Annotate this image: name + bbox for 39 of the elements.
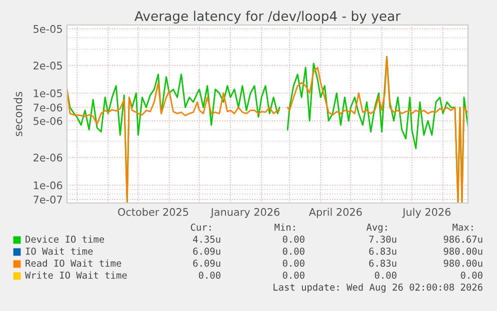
text: Avg: (366, 224, 387, 233)
text: 0.00 (374, 272, 396, 279)
y-tick-label: 2e-06 (34, 154, 62, 162)
text: 6.09u (193, 248, 220, 255)
text: 0.00 (282, 248, 304, 255)
text: 0.00 (460, 272, 482, 279)
text: Last update: Wed Aug 26 02:00:08 2026 (274, 283, 482, 293)
text: 980.00u (444, 260, 482, 267)
text: 4.35u (193, 236, 220, 243)
text: 986.67u (444, 236, 482, 243)
y-tick-label: 5e-06 (34, 117, 62, 125)
y-axis-title: seconds (14, 92, 22, 136)
text: 0.00 (282, 260, 304, 267)
chart-title: Average latency for /dev/loop4 - by year (134, 10, 401, 24)
x-tick-label: October 2025 (118, 208, 188, 216)
text: 6.83u (369, 260, 396, 267)
text: 6.83u (369, 248, 396, 255)
text: 980.00u (444, 248, 482, 255)
y-tick-label: 1e-06 (34, 181, 62, 190)
x-tick-label: April 2026 (308, 208, 362, 218)
text: 7.30u (369, 236, 396, 243)
y-tick-label: 5e-05 (34, 25, 62, 33)
y-tick-label: 7e-07 (34, 196, 62, 204)
text: Min: (274, 223, 295, 231)
x-tick-label: July 2026 (402, 208, 451, 218)
x-tick-label: January 2026 (210, 208, 280, 218)
y-tick-label: 7e-06 (34, 104, 62, 112)
text: Cur: (190, 224, 211, 231)
text: Max: (452, 224, 473, 231)
text: 6.09u (193, 260, 220, 267)
legend-label: IO Wait time (26, 247, 93, 255)
legend-label: Read IO Wait time (26, 259, 122, 267)
y-tick-label: 1e-05 (34, 89, 62, 98)
text: 0.00 (282, 272, 304, 279)
text: 0.00 (282, 236, 304, 243)
legend-label: Device IO time (26, 235, 104, 243)
text: 0.00 (198, 272, 220, 279)
y-tick-label: 2e-05 (34, 62, 62, 70)
legend-label: Write IO Wait time (25, 271, 127, 279)
